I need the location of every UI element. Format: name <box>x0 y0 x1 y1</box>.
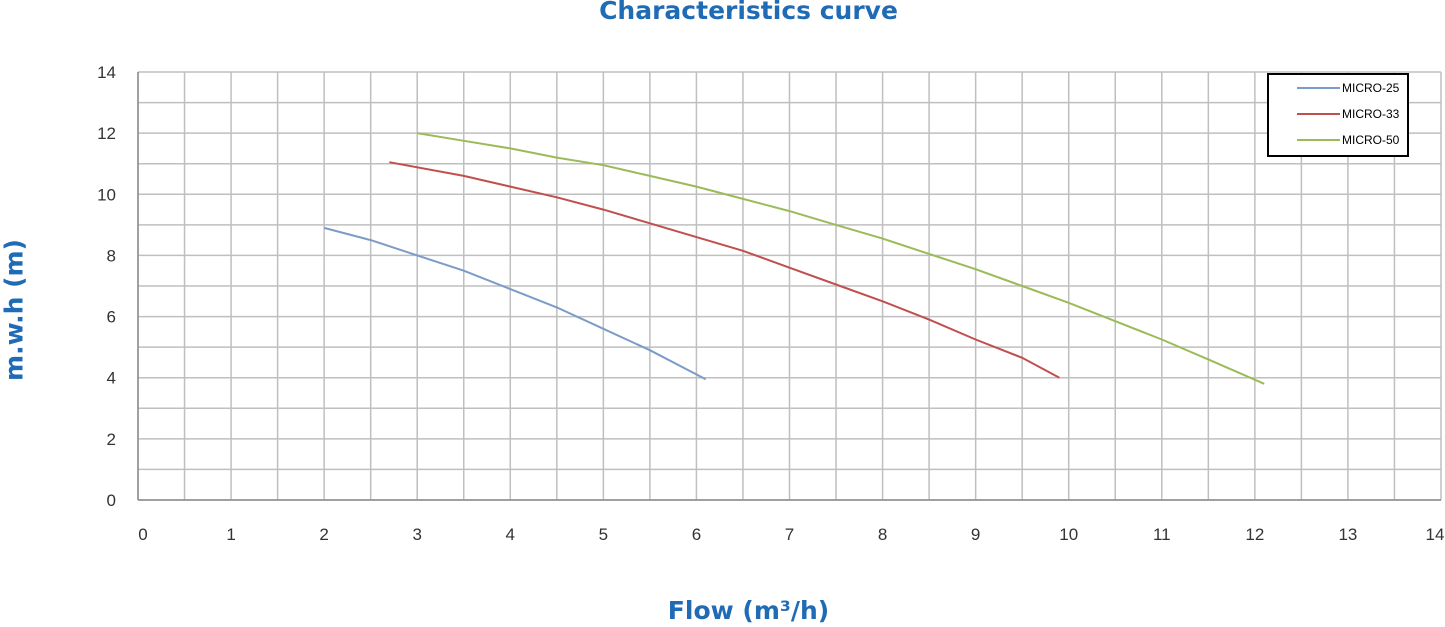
x-tick-label: 7 <box>785 525 794 544</box>
x-tick-label: 10 <box>1059 525 1078 544</box>
legend-label: MICRO-50 <box>1342 133 1400 147</box>
x-tick-label: 13 <box>1338 525 1357 544</box>
x-tick-label: 4 <box>506 525 515 544</box>
x-tick-label: 8 <box>878 525 887 544</box>
series-lines <box>323 132 1265 385</box>
series-line-micro-33 <box>389 161 1060 379</box>
y-tick-label: 6 <box>107 308 116 327</box>
y-tick-label: 10 <box>97 185 116 204</box>
x-tick-label: 11 <box>1153 525 1171 544</box>
x-tick-label: 5 <box>599 525 608 544</box>
y-tick-label: 4 <box>107 369 116 388</box>
x-tick-label: 2 <box>319 525 328 544</box>
y-tick-label: 14 <box>97 63 116 82</box>
x-tick-label: 9 <box>971 525 980 544</box>
y-tick-label: 8 <box>107 246 116 265</box>
x-axis-title: Flow (m³/h) <box>667 596 830 625</box>
x-tick-label: 0 <box>138 525 147 544</box>
x-tick-label: 6 <box>692 525 701 544</box>
y-tick-label: 0 <box>107 491 116 510</box>
y-tick-label: 2 <box>107 430 116 449</box>
x-tick-label: 3 <box>412 525 421 544</box>
series-line-micro-50 <box>417 132 1265 385</box>
legend: MICRO-25 MICRO-33 MICRO-50 <box>1267 73 1409 157</box>
series-line-micro-25 <box>323 226 707 381</box>
grid <box>137 71 1442 501</box>
x-tick-label: 12 <box>1245 525 1264 544</box>
x-tick-label: 1 <box>226 525 235 544</box>
legend-label: MICRO-33 <box>1342 107 1400 121</box>
legend-label: MICRO-25 <box>1342 81 1400 95</box>
chart-title: Characteristics curve <box>599 0 898 25</box>
y-tick-label: 12 <box>97 124 116 143</box>
x-tick-label: 14 <box>1426 525 1445 544</box>
